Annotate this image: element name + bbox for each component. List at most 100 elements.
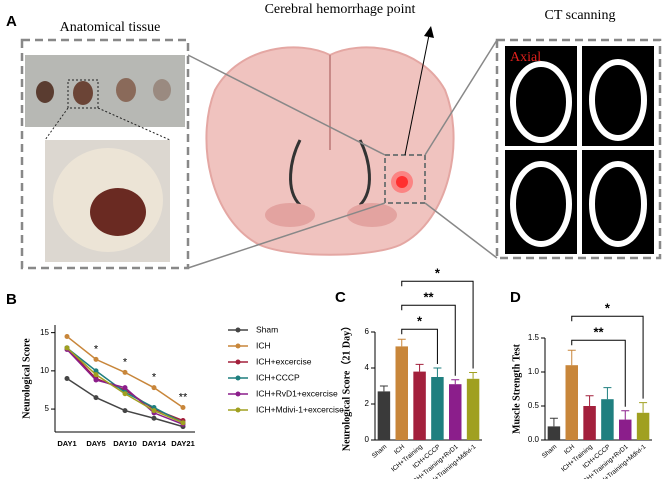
y-tick-label: 6 [365, 327, 370, 336]
ct-title: CT scanning [545, 8, 616, 23]
y-tick-label: 5 [45, 404, 50, 413]
point [93, 395, 99, 401]
point [64, 333, 70, 339]
panel-label: C [335, 289, 346, 306]
x-tick-label: DAY21 [171, 439, 195, 448]
hemorrhage-title: Cerebral hemorrhage point [265, 2, 416, 17]
error-bar [469, 372, 478, 379]
point [122, 369, 128, 375]
error-bar [621, 410, 630, 420]
error-bar [585, 395, 594, 406]
annotation: * [152, 372, 157, 384]
bar [619, 419, 632, 440]
point [180, 405, 186, 411]
point [93, 377, 99, 383]
bar [636, 412, 650, 440]
significance-bracket [401, 280, 474, 369]
y-tick-label: 0.5 [528, 401, 540, 410]
point [122, 385, 128, 391]
y-tick-label: 2 [365, 399, 370, 408]
point [180, 420, 186, 426]
legend-marker [235, 359, 241, 365]
y-tick-label: 0 [365, 435, 370, 444]
significance-label: * [435, 266, 441, 281]
point [64, 376, 70, 381]
bar [466, 378, 480, 440]
bar [601, 399, 614, 440]
significance-bracket [571, 339, 626, 407]
significance-label: * [417, 314, 423, 329]
x-tick-label: DAY1 [57, 439, 76, 448]
point [151, 408, 157, 414]
ct-panel: Axial [495, 38, 662, 260]
bar [431, 377, 444, 440]
point [151, 415, 157, 421]
legend-label: ICH+CCCP [256, 372, 300, 382]
error-bar [451, 379, 460, 385]
bar [395, 346, 408, 440]
y-tick-label: 10 [40, 366, 49, 375]
y-tick-label: 4 [365, 363, 370, 372]
bar [583, 406, 596, 440]
error-bar [379, 385, 388, 392]
legend-label: ICH [256, 340, 271, 350]
significance-bracket [401, 328, 438, 364]
brain-illustration [187, 26, 498, 269]
legend-label: Sham [256, 324, 278, 334]
legend-label: ICH+Mdivi-1+excercise [256, 404, 344, 414]
x-tick-label: Sham [371, 443, 389, 459]
panel-label: B [6, 291, 17, 308]
legend-label: ICH+RvD1+excercise [256, 388, 338, 398]
error-bar [567, 349, 576, 366]
point [93, 368, 99, 374]
bar [377, 391, 391, 440]
significance-label: ** [423, 290, 434, 305]
annotation: ** [179, 391, 188, 403]
x-tick-label: DAY5 [86, 439, 105, 448]
error-bar [549, 417, 558, 427]
error-bar [415, 363, 424, 372]
ct-view: Axial [510, 50, 541, 65]
legend-marker [235, 343, 241, 349]
significance-label: ** [593, 325, 604, 340]
y-axis-label: Muscle Strength Test [511, 343, 522, 433]
significance-bracket [401, 304, 456, 376]
panel-label: A [6, 13, 17, 30]
tissue-panel [20, 38, 190, 270]
legend-marker [235, 327, 241, 333]
error-bar [603, 387, 612, 400]
x-tick-label: ICH [563, 443, 576, 456]
error-bar [397, 338, 406, 347]
legend-marker [235, 375, 241, 381]
annotation: * [123, 356, 128, 368]
point [93, 372, 99, 378]
x-tick-label: Sham [541, 443, 559, 459]
legend-label: ICH+excercise [256, 356, 312, 366]
x-tick-label: DAY14 [142, 439, 166, 448]
error-bar [433, 367, 442, 377]
y-tick-label: 0.0 [528, 435, 540, 444]
error-bar [639, 402, 648, 413]
tissue-title: Anatomical tissue [60, 20, 161, 35]
bar [547, 426, 561, 440]
x-tick-label: ICH [393, 443, 406, 456]
bar [413, 371, 426, 440]
legend-marker [235, 391, 241, 397]
panel-label: D [510, 289, 521, 306]
significance-label: * [605, 301, 611, 316]
y-axis-label: Neurological Score [21, 338, 32, 419]
point [64, 345, 70, 351]
x-tick-label: DAY10 [113, 439, 137, 448]
y-axis-label: Neurological Score（21 Day） [339, 321, 352, 451]
bar [449, 384, 462, 440]
significance-bracket [571, 315, 644, 399]
point [122, 408, 128, 414]
point [93, 356, 99, 362]
annotation: * [94, 343, 99, 355]
legend-marker [235, 407, 241, 413]
y-tick-label: 15 [40, 328, 49, 337]
point [151, 385, 157, 391]
point [122, 391, 128, 397]
